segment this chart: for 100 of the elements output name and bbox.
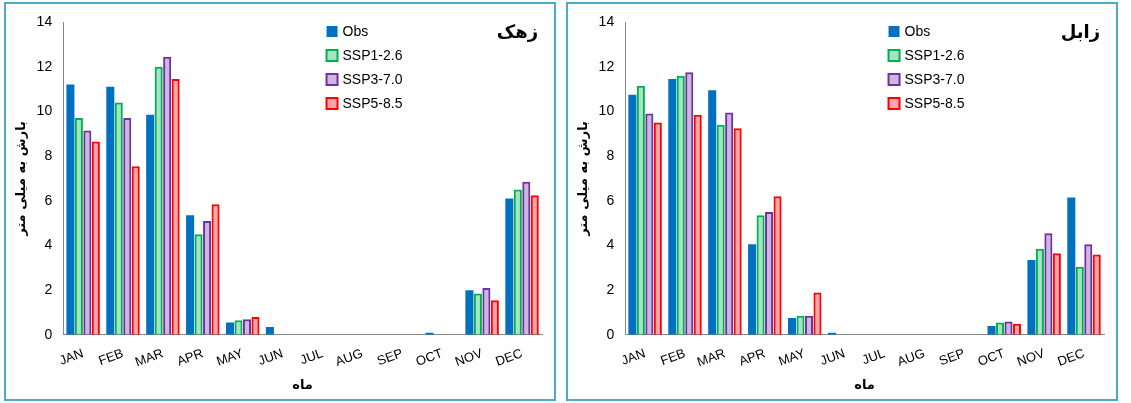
y-tick-label: 8 [606,146,615,163]
bar [725,112,734,335]
bar [123,118,132,335]
y-tick-label: 4 [44,236,53,253]
y-tick-label: 6 [44,191,53,208]
y-tick-label: 6 [606,191,615,208]
bar [1067,197,1076,335]
bar [1035,248,1044,335]
x-tick-label: JAN [619,345,648,368]
bar [106,86,115,335]
legend-label: SSP5-8.5 [904,94,965,111]
x-tick-label: OCT [975,345,1007,369]
bar [91,141,100,335]
bar [530,195,539,335]
chart-title: زابل [1060,20,1100,42]
legend-label: SSP3-7.0 [342,70,403,87]
legend-label: Obs [342,22,369,39]
bar [251,316,260,335]
x-tick-label: JUN [818,345,847,369]
y-tick-label: 2 [44,281,53,298]
x-tick-label: FEB [658,345,688,369]
bar [685,72,694,335]
x-tick-label: DEC [1055,345,1087,369]
bar [194,234,203,335]
y-tick-label: 12 [36,57,53,74]
bar [787,318,797,335]
legend-label: SSP1-2.6 [342,46,403,63]
y-axis-title: بارش به میلی متر [13,121,29,237]
x-tick-label: JUN [256,345,285,369]
x-tick-label: JUL [297,345,325,368]
bar [211,204,220,335]
bar [645,113,654,335]
x-tick-label: AUG [333,345,365,370]
bar [1044,233,1053,335]
bar [171,78,180,335]
bar [482,287,491,335]
y-tick-label: 0 [44,325,53,342]
bar [83,130,92,335]
y-tick-label: 10 [598,102,615,119]
bar [804,315,813,335]
legend-label: SSP3-7.0 [904,70,965,87]
x-tick-label: MAY [214,345,246,369]
x-tick-label: APR [174,345,206,369]
bar [154,66,163,335]
x-tick-label: MAR [694,345,728,370]
bar [163,56,172,335]
bar [490,300,499,335]
x-tick-label: NOV [452,345,485,370]
y-tick-label: 14 [36,12,53,29]
bar [668,78,677,335]
x-tick-label: DEC [493,345,525,369]
y-axis-title: بارش به میلی متر [575,121,591,237]
bar [234,320,243,335]
legend-label: SSP1-2.6 [904,46,965,63]
x-axis-title: ماه [292,376,313,392]
x-tick-label: JUL [859,345,887,368]
bar [465,290,474,335]
bar [773,196,782,335]
bar [505,198,514,335]
bar [522,181,531,335]
bar [473,293,482,335]
x-tick-label: OCT [413,345,445,369]
x-tick-label: MAY [776,345,808,369]
bar [203,220,212,335]
bar [765,211,774,335]
x-tick-label: SEP [375,345,405,369]
bar [716,124,725,335]
bar [676,75,685,335]
x-tick-label: APR [736,345,768,369]
bar [1052,253,1061,335]
x-tick-label: SEP [937,345,967,369]
y-tick-label: 14 [598,12,615,29]
bar [186,215,195,335]
legend-label: SSP5-8.5 [342,94,403,111]
y-tick-label: 10 [36,102,53,119]
bar [242,319,251,335]
bar [987,325,996,335]
bar [733,128,742,335]
bar [796,315,805,335]
bar [513,189,522,335]
bar [628,94,637,335]
bar [74,118,83,335]
bar [1027,260,1036,335]
y-tick-label: 0 [606,325,615,342]
x-tick-label: JAN [57,345,86,368]
y-tick-label: 4 [606,236,615,253]
x-tick-label: NOV [1014,345,1047,370]
y-tick-label: 2 [606,281,615,298]
bar [131,166,140,335]
y-tick-label: 12 [598,57,615,74]
bar [114,102,123,335]
x-tick-label: FEB [96,345,126,369]
x-tick-label: AUG [895,345,927,370]
bar [1092,254,1101,335]
bar [756,215,765,335]
chart-title: زهک [496,20,538,42]
bar [813,292,822,335]
bar [693,114,702,335]
legend-label: Obs [904,22,931,39]
bar [146,114,155,335]
